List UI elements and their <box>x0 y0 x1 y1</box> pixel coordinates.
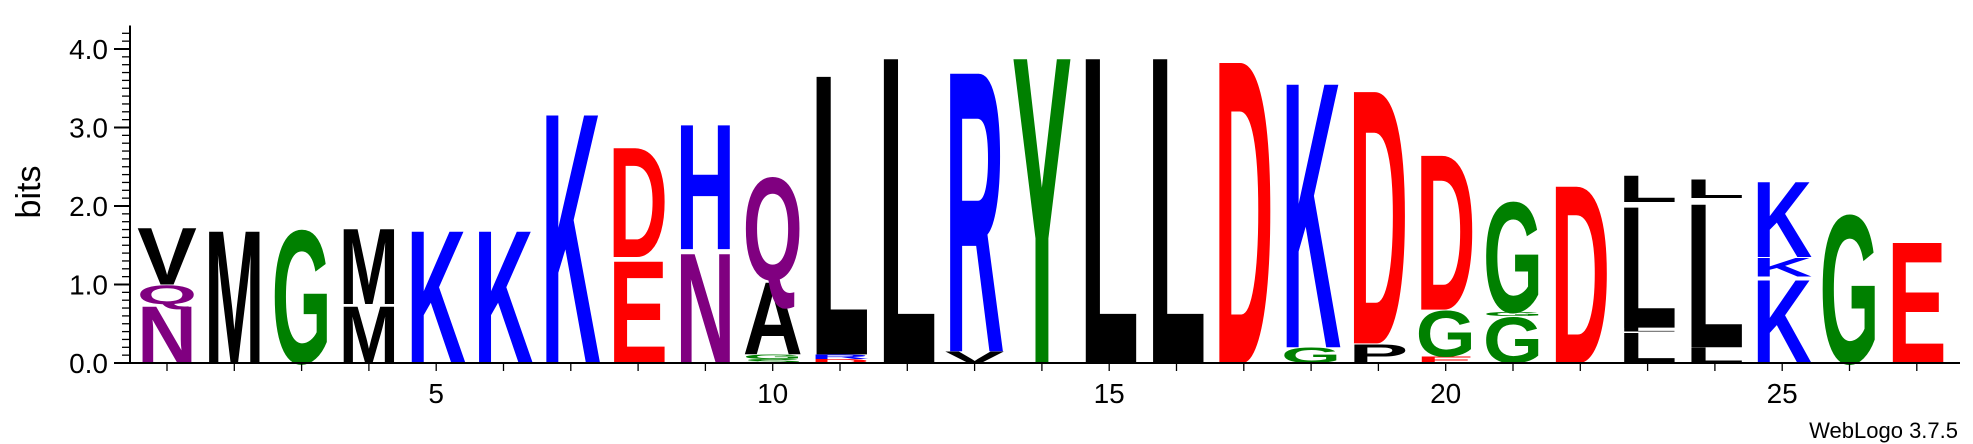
stack-position-24: LLL <box>1685 161 1745 392</box>
stack-position-13: VR <box>945 0 1005 437</box>
residue-E-glyph: E <box>1416 355 1476 365</box>
stack-position-18: GK <box>1281 2 1341 429</box>
stack-position-2: M <box>204 190 264 404</box>
stack-position-27: E <box>1887 206 1947 401</box>
stack-position-26: G <box>1820 170 1880 408</box>
y-tick-label: 4.0 <box>69 34 108 65</box>
residue-G-glyph: G <box>1416 298 1476 371</box>
stack-position-12: L <box>877 0 937 444</box>
residue-L-glyph: L <box>1147 0 1207 444</box>
residue-L-glyph: L <box>1618 170 1678 365</box>
residue-D-glyph: D <box>1348 14 1408 422</box>
stack-position-8: ED <box>608 114 668 394</box>
residue-V-glyph: V <box>945 348 1005 366</box>
y-tick-label: 0.0 <box>69 348 108 379</box>
stack-position-14: Y <box>1012 0 1072 444</box>
y-tick-label: 3.0 <box>69 113 108 144</box>
weblogo-credit: WebLogo 3.7.5 <box>1809 418 1958 443</box>
residue-Q-glyph: Q <box>137 280 197 310</box>
residue-M-glyph: M <box>339 205 399 328</box>
residue-K-glyph: K <box>1752 158 1812 281</box>
x-tick-label: 5 <box>428 378 444 409</box>
x-tick-label: 25 <box>1767 378 1798 409</box>
residue-L-glyph: L <box>1685 161 1745 392</box>
residue-D-glyph: D <box>1550 133 1610 418</box>
x-tick-label: 20 <box>1430 378 1461 409</box>
residue-G-glyph: G <box>1820 170 1880 408</box>
stack-position-11: DRL <box>810 0 870 441</box>
stack-position-22: D <box>1550 133 1610 418</box>
residue-K-glyph: K <box>1281 2 1341 429</box>
residue-A-glyph: A <box>743 261 803 377</box>
stack-position-16: L <box>1147 0 1207 444</box>
stack-position-19: PD <box>1348 14 1408 422</box>
residue-R-glyph: R <box>810 353 870 360</box>
stack-position-21: GGG <box>1483 170 1543 378</box>
residue-L-glyph: L <box>810 0 870 441</box>
residue-D-glyph: D <box>1214 0 1274 444</box>
residue-G-glyph: G <box>743 353 803 360</box>
stack-position-5: K <box>406 192 466 405</box>
residue-K-glyph: K <box>1752 252 1812 282</box>
axes: 0.0 1.0 2.0 3.0 4.0 5 10 15 20 25 <box>69 25 1960 409</box>
residue-G-glyph: G <box>272 190 332 404</box>
stack-position-7: K <box>541 39 601 440</box>
residue-L-glyph: L <box>1685 174 1745 204</box>
residue-Q-glyph: Q <box>743 147 803 311</box>
residue-K-glyph: K <box>406 192 466 405</box>
residue-G-glyph: G <box>1483 311 1543 317</box>
residue-S-glyph: S <box>743 358 803 364</box>
residue-D-glyph: D <box>1416 107 1476 358</box>
stack-position-20: EGD <box>1416 107 1476 372</box>
x-tick-label: 10 <box>757 378 788 409</box>
stack-position-25: KKK <box>1752 158 1812 389</box>
residue-E-glyph: E <box>1887 206 1947 401</box>
residue-L-glyph: L <box>1618 327 1678 333</box>
stack-position-4: MM <box>339 205 399 381</box>
y-axis-title: bits <box>10 166 48 219</box>
residue-D-glyph: D <box>810 358 870 364</box>
stack-position-6: K <box>474 192 534 405</box>
y-tick-label: 2.0 <box>69 191 108 222</box>
residue-K-glyph: K <box>541 39 601 440</box>
stack-position-17: D <box>1214 0 1274 444</box>
residue-R-glyph: R <box>945 0 1005 437</box>
residue-D-glyph: D <box>608 114 668 291</box>
stack-position-3: G <box>272 190 332 404</box>
stack-position-1: NQV <box>137 211 197 381</box>
residue-L-glyph: L <box>1618 168 1678 211</box>
residue-Y-glyph: Y <box>1012 0 1072 444</box>
x-tick-label: 15 <box>1094 378 1125 409</box>
residue-L-glyph: L <box>877 0 937 444</box>
y-tick-label: 1.0 <box>69 270 108 301</box>
residue-V-glyph: V <box>137 211 197 303</box>
residue-G-glyph: G <box>1483 170 1543 347</box>
residue-H-glyph: H <box>675 86 735 288</box>
residue-K-glyph: K <box>474 192 534 405</box>
residue-M-glyph: M <box>204 190 264 404</box>
stack-position-9: NH <box>675 86 735 397</box>
